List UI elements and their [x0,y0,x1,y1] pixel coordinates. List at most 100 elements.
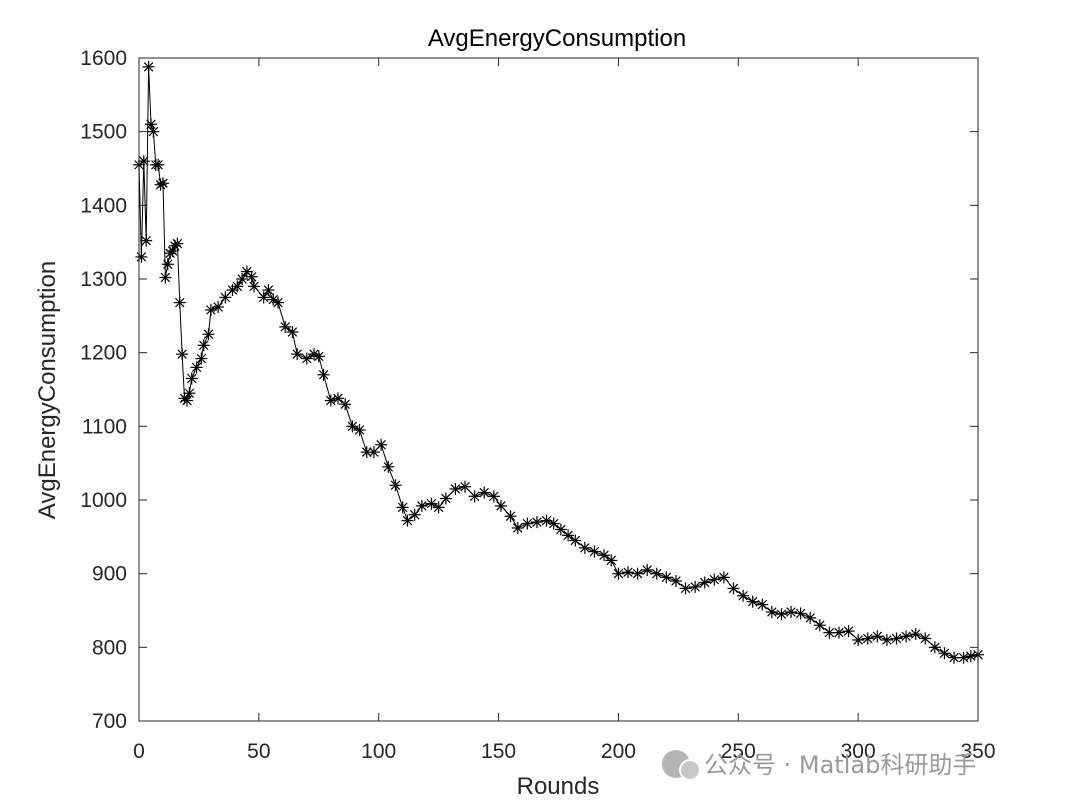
data-point [197,339,210,352]
data-point [408,508,421,521]
data-point [598,549,611,562]
data-point [938,647,951,660]
data-point [957,651,970,664]
data-point [396,501,409,514]
x-tick-label: 100 [361,740,396,763]
data-point [775,608,788,621]
x-axis-label: Rounds [517,773,600,800]
x-tick-label: 50 [247,740,270,763]
data-point [494,499,507,512]
data-point [226,284,239,297]
data-point [185,372,198,385]
data-point [202,328,215,341]
x-tick-label: 250 [721,740,756,763]
data-point [679,582,692,595]
data-point [478,486,491,499]
y-tick-label: 700 [92,710,127,733]
data-point [832,626,845,639]
data-point [468,490,481,503]
data-point [248,280,261,293]
data-point [144,118,157,131]
data-point [231,280,244,293]
data-point [852,633,865,646]
data-point [137,155,150,168]
data-point [890,632,903,645]
data-point [459,480,472,493]
data-point [389,479,402,492]
data-point [919,632,932,645]
data-point [272,296,285,309]
data-point [554,523,567,536]
wechat-logo-icon-small [679,759,701,781]
data-point [183,387,196,400]
data-point [717,571,730,584]
data-point [236,273,249,285]
data-point [262,284,275,297]
data-point [900,630,913,643]
data-point [746,595,759,608]
data-point [842,625,855,638]
data-point [622,566,635,579]
data-point [159,271,172,284]
data-point [504,510,517,523]
data-point [324,394,337,407]
data-point [737,589,750,602]
data-point [353,424,366,437]
data-point [176,348,189,361]
data-point [432,501,445,514]
data-point [650,567,663,580]
data-point [569,534,582,547]
data-point [375,438,388,451]
data-point [317,368,330,381]
data-point [669,575,682,588]
data-point [147,125,160,138]
data-point [562,529,575,542]
data-point [367,446,380,459]
data-point [708,573,721,586]
data-point [439,492,452,505]
watermark: 公众号 · Matlab科研助手 [662,750,976,781]
data-point [286,326,299,339]
chart-title: AvgEnergyConsumption [428,25,686,52]
x-tick-label: 350 [960,740,995,763]
data-point [339,398,352,411]
y-tick-label: 1300 [80,268,127,291]
data-point [240,265,253,278]
data-point [794,607,807,620]
data-point [689,580,702,593]
data-point [401,514,414,527]
data-point [257,291,270,304]
x-tick-label: 300 [841,740,876,763]
data-point [547,517,560,530]
data-point [605,554,618,567]
y-tick-label: 800 [92,636,127,659]
data-point [928,641,941,654]
data-point [487,490,500,503]
data-point [300,352,313,365]
data-point [727,582,740,595]
data-point [765,605,778,618]
data-point [382,460,395,473]
data-point [161,258,174,271]
y-axis-ticks: 700 800 900 1000 1100 1200 1300 1400 1500 1600 [80,47,978,733]
data-point [331,392,344,405]
data-point [964,650,977,663]
data-point [279,320,292,333]
data-point [861,632,874,645]
data-point [813,619,826,632]
data-point [291,348,304,361]
data-point [823,626,836,639]
y-tick-label: 1400 [80,194,127,217]
data-point [880,633,893,646]
data-point [660,571,673,584]
series-avg-energy-consumption [133,60,984,664]
data-point [449,482,462,495]
plot-area-frame [138,57,979,722]
data-point [578,541,591,554]
y-tick-label: 1500 [80,121,127,144]
data-point [909,628,922,641]
watermark-text: 公众号 · Matlab科研助手 [704,751,976,779]
x-tick-label: 200 [601,740,636,763]
y-tick-label: 1000 [80,489,127,512]
